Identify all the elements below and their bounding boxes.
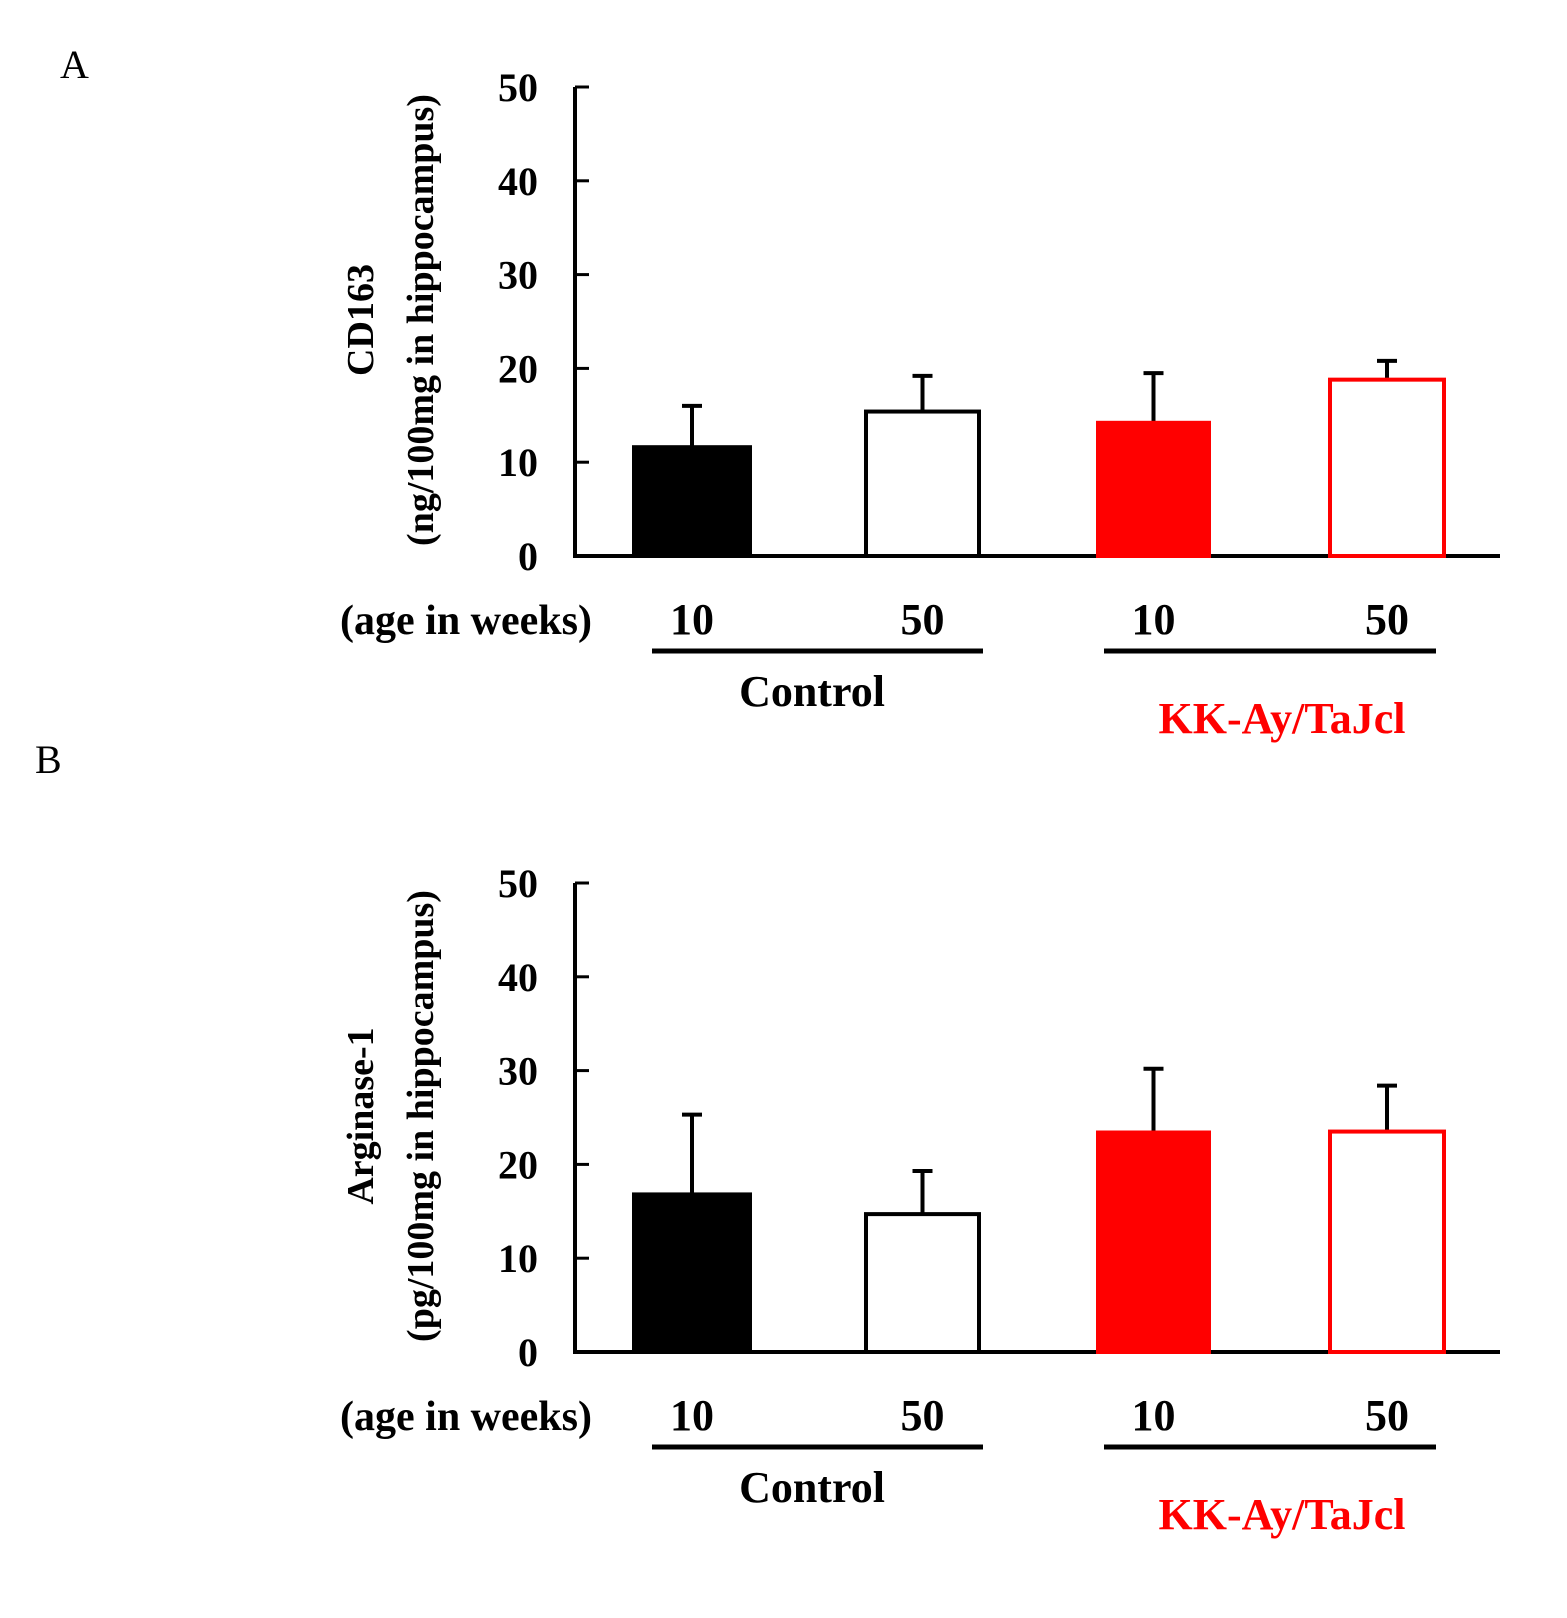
y-axis-subtitle: (pg/100mg in hippocampus) bbox=[400, 890, 442, 1342]
bar bbox=[1096, 1130, 1211, 1355]
group-label: KK-Ay/TaJcl bbox=[1159, 1490, 1406, 1539]
y-tick-label: 10 bbox=[498, 440, 538, 485]
bar bbox=[1328, 377, 1446, 558]
y-tick-label: 50 bbox=[498, 861, 538, 906]
y-axis-subtitle: (ng/100mg in hippocampus) bbox=[400, 94, 442, 546]
bar bbox=[1096, 420, 1211, 558]
panel-letter: B bbox=[35, 737, 62, 782]
group-label: KK-Ay/TaJcl bbox=[1159, 694, 1406, 743]
x-tick-label: 10 bbox=[1132, 1391, 1176, 1440]
y-tick-label: 20 bbox=[498, 1142, 538, 1187]
x-tick-label: 50 bbox=[1365, 1391, 1409, 1440]
y-tick-label: 0 bbox=[518, 534, 538, 579]
panel-letter: A bbox=[60, 42, 89, 87]
bar bbox=[632, 1192, 752, 1355]
bar bbox=[632, 445, 752, 558]
chart-panel-b: B 0 10 20 30 40 50 Arginase-1 (pg/100mg in hippo… bbox=[35, 737, 1500, 1539]
y-tick-label: 30 bbox=[498, 1049, 538, 1094]
bar bbox=[864, 409, 981, 558]
x-axis-title: (age in weeks) bbox=[340, 1394, 592, 1440]
x-tick-label: 50 bbox=[901, 1391, 945, 1440]
bar bbox=[1328, 1129, 1446, 1354]
y-axis-title: CD163 bbox=[340, 264, 382, 376]
y-tick-label: 10 bbox=[498, 1236, 538, 1281]
bar bbox=[864, 1212, 981, 1355]
y-tick-label: 30 bbox=[498, 253, 538, 298]
y-tick-label: 50 bbox=[498, 65, 538, 110]
y-tick-label: 40 bbox=[498, 159, 538, 204]
y-tick-label: 0 bbox=[518, 1330, 538, 1375]
group-label: Control bbox=[739, 667, 885, 716]
chart-panel-a: A 0 10 20 30 40 50 CD163 (ng/100mg in hippocampu… bbox=[60, 42, 1500, 743]
x-tick-label: 50 bbox=[901, 595, 945, 644]
x-tick-label: 50 bbox=[1365, 595, 1409, 644]
y-tick-label: 20 bbox=[498, 346, 538, 391]
y-tick-label: 40 bbox=[498, 955, 538, 1000]
y-axis-title: Arginase-1 bbox=[340, 1027, 382, 1204]
x-tick-label: 10 bbox=[670, 1391, 714, 1440]
x-axis-title: (age in weeks) bbox=[340, 598, 592, 644]
x-tick-label: 10 bbox=[670, 595, 714, 644]
x-tick-label: 10 bbox=[1132, 595, 1176, 644]
group-label: Control bbox=[739, 1463, 885, 1512]
